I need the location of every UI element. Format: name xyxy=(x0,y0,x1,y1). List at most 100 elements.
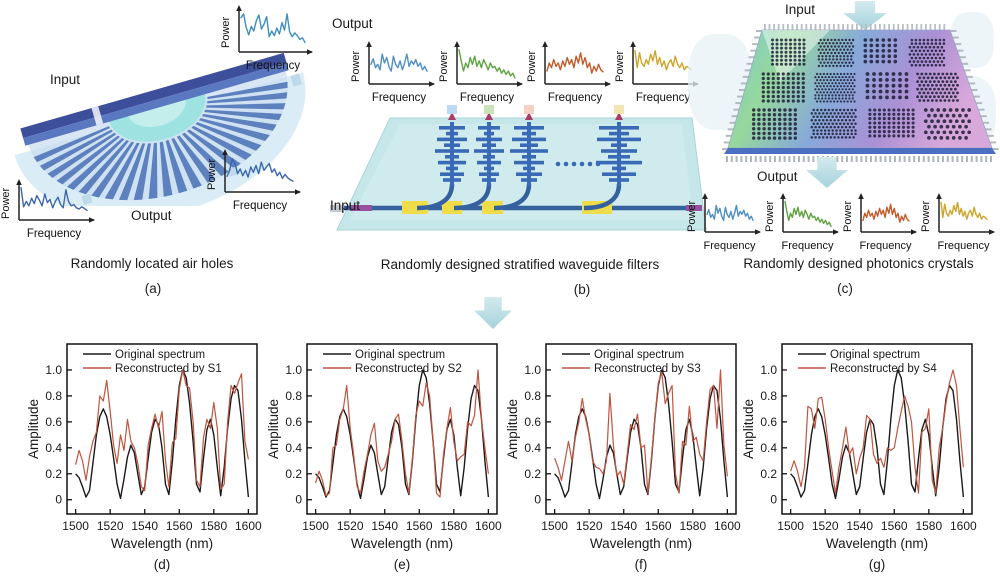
power-axis-label: Power xyxy=(764,200,776,232)
spectrum-trace-graph xyxy=(936,193,995,235)
spectrum-inset-b-2: Power Frequency xyxy=(438,40,524,104)
panel-c-output-label: Output xyxy=(757,169,798,184)
y-tick-label: 0.8 xyxy=(760,389,777,403)
spectrum-inset-b-3: Power Frequency xyxy=(526,40,612,104)
panel-b-output-label: Output xyxy=(332,16,373,31)
frequency-axis-label: Frequency xyxy=(459,92,515,104)
frequency-axis-label: Frequency xyxy=(781,240,834,252)
frequency-axis-label: Frequency xyxy=(937,240,990,252)
x-tick-label: 1500 xyxy=(302,519,329,533)
spectrum-inset-c-4: Power Frequency xyxy=(920,192,996,252)
plot-g: 0 0.2 0.4 0.6 0.8 1.0 1500 1520 1540 1560 1580 1600… xyxy=(742,343,977,551)
frequency-axis-label: Frequency xyxy=(703,240,756,252)
panel-a-output-label: Output xyxy=(131,208,172,223)
spectrum-trace-graph xyxy=(702,193,761,235)
photonic-crystal-chip-illustration xyxy=(722,24,999,162)
frequency-axis-label: Frequency xyxy=(232,200,288,212)
plot-f-tag: (f) xyxy=(634,557,648,572)
y-tick-label: 0 xyxy=(295,493,302,507)
panel-c-caption: Randomly designed photonics crystals xyxy=(743,256,974,271)
y-tick-label: 0.4 xyxy=(524,441,541,455)
x-tick-label: 1520 xyxy=(97,519,124,533)
spectrum-trace-graph xyxy=(366,41,435,87)
x-tick-label: 1540 xyxy=(131,519,158,533)
y-tick-label: 0 xyxy=(55,493,62,507)
panel-a-tag: (a) xyxy=(144,281,162,296)
y-tick-label: 1.0 xyxy=(524,363,541,377)
y-tick-label: 0.4 xyxy=(285,441,302,455)
y-tick-label: 0.6 xyxy=(45,415,62,429)
power-axis-label: Power xyxy=(842,200,854,232)
x-tick-label: 1560 xyxy=(881,519,908,533)
x-axis-label: Wavelength (nm) xyxy=(590,536,692,551)
legend-label: Reconstructed by S4 xyxy=(830,363,937,375)
x-tick-label: 1580 xyxy=(440,519,467,533)
air-hole-disc-illustration xyxy=(14,52,306,206)
y-tick-label: 0.6 xyxy=(760,415,777,429)
y-tick-label: 0.8 xyxy=(285,389,302,403)
power-axis-label: Power xyxy=(350,50,362,82)
x-tick-label: 1520 xyxy=(576,519,603,533)
plot-e: 0 0.2 0.4 0.6 0.8 1.0 1500 1520 1540 1560 1580 1600… xyxy=(267,343,502,551)
x-tick-label: 1580 xyxy=(679,519,706,533)
power-axis-label: Power xyxy=(438,50,450,82)
panel-c-input-label: Input xyxy=(785,2,816,17)
y-tick-label: 0.2 xyxy=(285,467,302,481)
legend-label: Reconstructed by S3 xyxy=(594,363,701,375)
y-tick-label: 0.6 xyxy=(285,415,302,429)
y-axis-label: Amplitude xyxy=(742,399,756,459)
x-tick-label: 1500 xyxy=(777,519,804,533)
spectrum-inset-c-2: Power Frequency xyxy=(764,192,840,252)
plot-e-tag: (e) xyxy=(393,557,411,572)
frequency-axis-label: Frequency xyxy=(26,228,82,240)
y-tick-label: 0.6 xyxy=(524,415,541,429)
spectrum-inset-a-left: Power Frequency xyxy=(0,178,96,240)
y-axis-label: Amplitude xyxy=(506,399,520,459)
frequency-axis-label: Frequency xyxy=(245,60,301,72)
spectrum-inset-a-right: Power Frequency xyxy=(206,148,302,212)
y-tick-label: 1.0 xyxy=(285,363,302,377)
x-axis-label: Wavelength (nm) xyxy=(111,536,213,551)
power-axis-label: Power xyxy=(0,187,12,219)
power-axis-label: Power xyxy=(686,200,698,232)
power-axis-label: Power xyxy=(206,158,218,190)
y-tick-label: 0.2 xyxy=(524,467,541,481)
x-axis-label: Wavelength (nm) xyxy=(826,536,928,551)
legend-label: Original spectrum xyxy=(115,349,205,361)
power-axis-label: Power xyxy=(526,50,538,82)
panel-b-input-label: Input xyxy=(330,198,361,213)
frequency-axis-label: Frequency xyxy=(859,240,912,252)
y-tick-label: 1.0 xyxy=(760,363,777,377)
x-tick-label: 1560 xyxy=(166,519,193,533)
frequency-axis-label: Frequency xyxy=(371,92,427,104)
panel-a-input-label: Input xyxy=(50,72,81,87)
x-tick-label: 1520 xyxy=(337,519,364,533)
x-tick-label: 1580 xyxy=(915,519,942,533)
frequency-axis-label: Frequency xyxy=(547,92,603,104)
spectrum-trace-graph xyxy=(454,41,523,87)
spectrum-inset-c-3: Power Frequency xyxy=(842,192,918,252)
plot-d-tag: (d) xyxy=(153,557,171,572)
spectrum-inset-c-1: Power Frequency xyxy=(686,192,762,252)
y-axis-label: Amplitude xyxy=(267,399,281,459)
panel-c-tag: (c) xyxy=(837,281,853,296)
flow-down-arrow-icon xyxy=(474,297,512,329)
y-tick-label: 0.8 xyxy=(524,389,541,403)
y-tick-label: 0 xyxy=(770,493,777,507)
y-tick-label: 0.4 xyxy=(760,441,777,455)
x-tick-label: 1540 xyxy=(610,519,637,533)
x-tick-label: 1600 xyxy=(235,519,262,533)
x-tick-label: 1500 xyxy=(541,519,568,533)
spectrum-trace-graph xyxy=(236,5,313,55)
legend-label: Original spectrum xyxy=(594,349,684,361)
power-axis-label: Power xyxy=(220,16,232,48)
x-tick-label: 1600 xyxy=(714,519,741,533)
legend-label: Original spectrum xyxy=(830,349,920,361)
x-tick-label: 1580 xyxy=(200,519,227,533)
x-tick-label: 1600 xyxy=(475,519,502,533)
power-axis-label: Power xyxy=(920,200,932,232)
spectrum-inset-a-top: Power Frequency xyxy=(220,4,314,72)
power-axis-label: Power xyxy=(614,50,626,82)
spectrum-inset-b-4: Power Frequency xyxy=(614,40,700,104)
x-tick-label: 1520 xyxy=(812,519,839,533)
